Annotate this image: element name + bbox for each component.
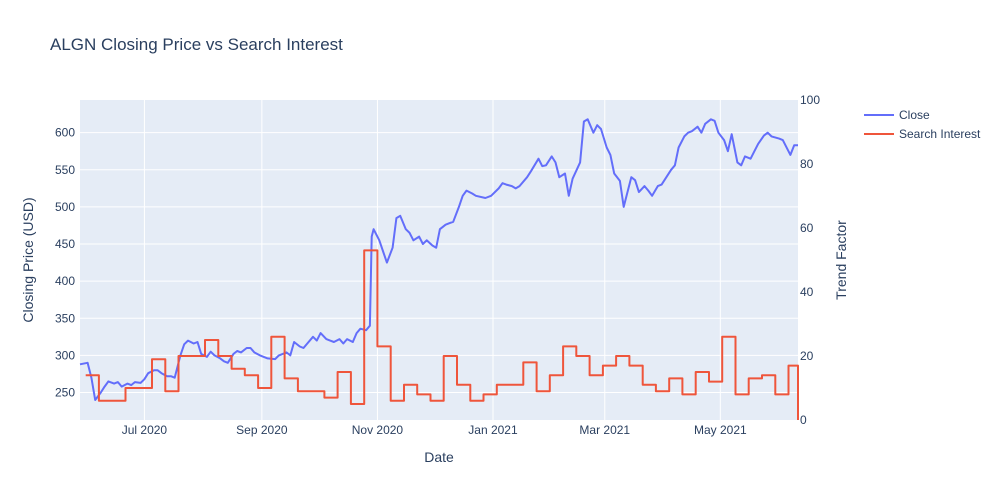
y2-tick-label: 40 (800, 285, 814, 299)
x-tick-label: May 2021 (694, 423, 747, 437)
y-tick-label: 450 (55, 237, 75, 251)
y2-tick-label: 20 (800, 349, 814, 363)
legend-item-search-interest[interactable]: Search Interest (864, 127, 981, 141)
series-lines (79, 118, 799, 420)
y-axis-title: Closing Price (USD) (20, 197, 36, 322)
y2-axis-ticks: 0 20 40 60 80 100 (800, 93, 820, 427)
y-tick-label: 400 (55, 274, 75, 288)
y-tick-label: 300 (55, 348, 75, 362)
y-tick-label: 350 (55, 311, 75, 325)
series-line-close (79, 118, 798, 401)
x-tick-label: Jul 2020 (122, 423, 168, 437)
y2-tick-label: 60 (800, 221, 814, 235)
plot-background (80, 100, 798, 420)
y2-tick-label: 100 (800, 93, 820, 107)
legend[interactable]: Close Search Interest (864, 108, 981, 141)
x-tick-label: Jan 2021 (468, 423, 518, 437)
grid-lines (80, 100, 798, 420)
x-tick-label: Mar 2021 (579, 423, 630, 437)
y2-axis-title: Trend Factor (833, 220, 849, 300)
chart-title: ALGN Closing Price vs Search Interest (50, 35, 343, 54)
legend-label-search-interest: Search Interest (899, 127, 981, 141)
series-line-search-interest (85, 249, 799, 420)
x-tick-label: Nov 2020 (352, 423, 404, 437)
y-axis-ticks: 250 300 350 400 450 500 550 600 (55, 126, 75, 400)
y2-tick-label: 80 (800, 157, 814, 171)
x-axis-title: Date (424, 449, 454, 465)
y-tick-label: 250 (55, 386, 75, 400)
legend-label-close: Close (899, 108, 930, 122)
y-tick-label: 550 (55, 163, 75, 177)
y2-tick-label: 0 (800, 413, 807, 427)
y-tick-label: 500 (55, 200, 75, 214)
x-tick-label: Sep 2020 (236, 423, 288, 437)
y-tick-label: 600 (55, 126, 75, 140)
legend-item-close[interactable]: Close (864, 108, 930, 122)
x-axis-ticks: Jul 2020 Sep 2020 Nov 2020 Jan 2021 Mar 2021… (122, 423, 747, 437)
